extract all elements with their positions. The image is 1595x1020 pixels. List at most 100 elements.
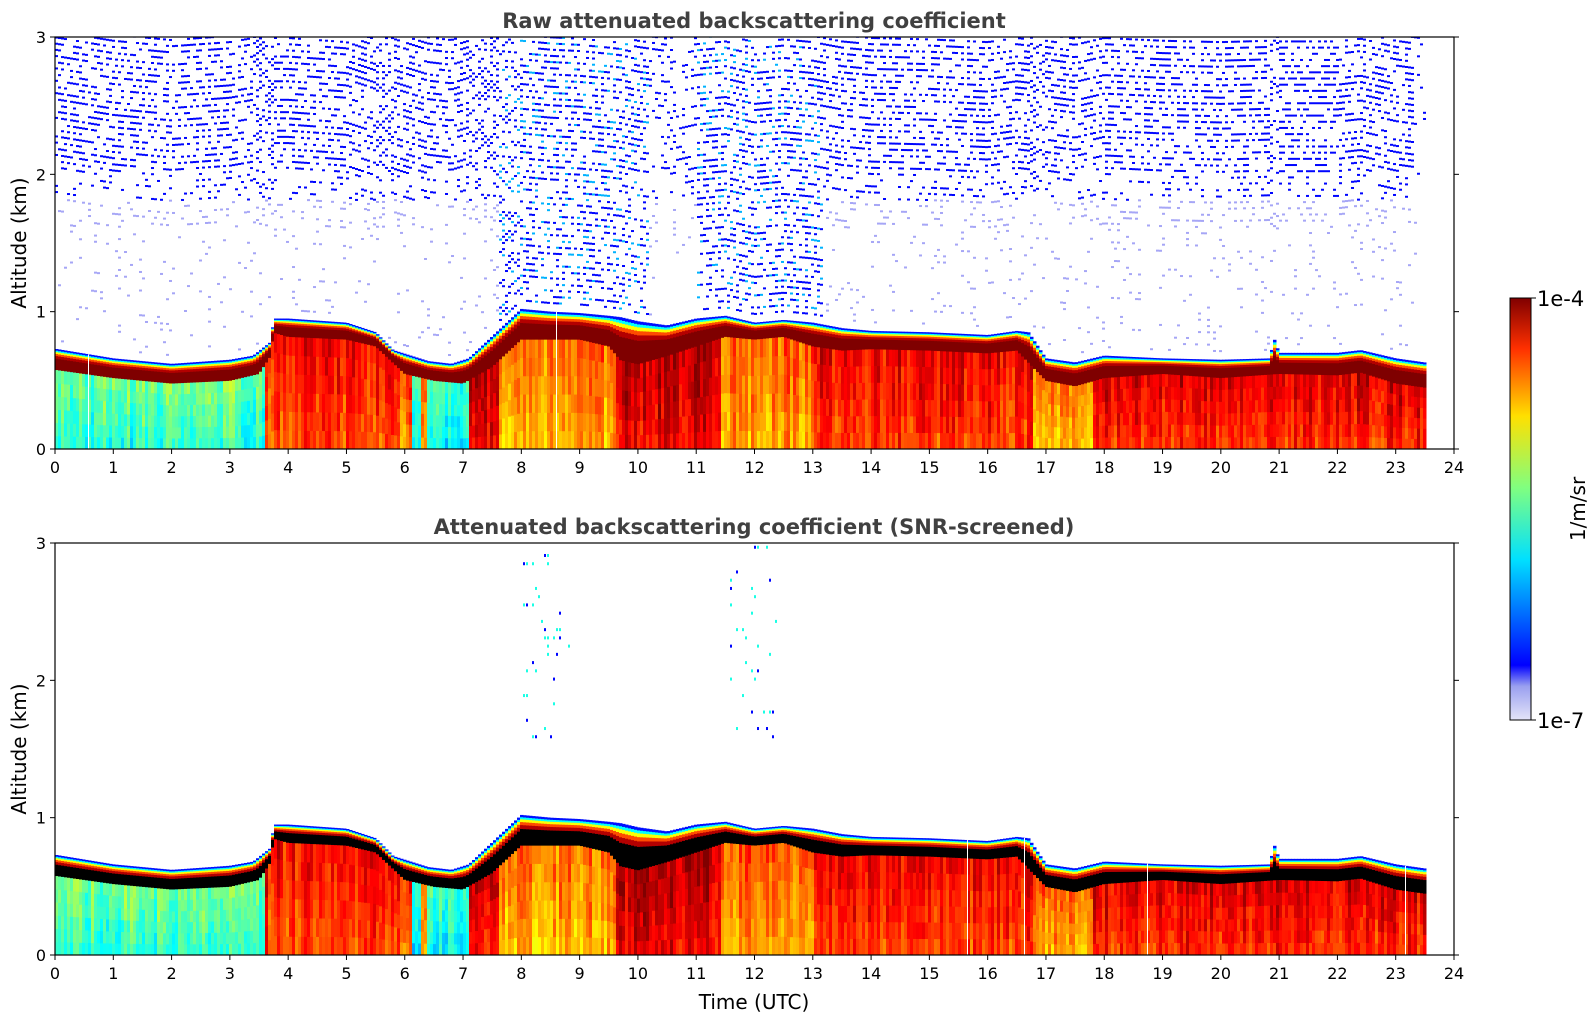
heatmap-cell	[304, 337, 308, 357]
heatmap-cell	[301, 161, 304, 164]
heatmap-cell	[64, 266, 67, 269]
heatmap-cell	[88, 140, 91, 143]
heatmap-cell	[367, 379, 371, 398]
heatmap-cell	[469, 402, 473, 415]
heatmap-cell	[520, 200, 523, 203]
heatmap-cell	[199, 366, 203, 369]
heatmap-cell	[94, 92, 97, 95]
heatmap-cell	[469, 155, 472, 158]
heatmap-cell	[262, 380, 266, 395]
heatmap-cell	[385, 349, 389, 357]
heatmap-cell	[472, 364, 476, 378]
heatmap-cell	[601, 237, 604, 240]
heatmap-cell	[247, 210, 250, 213]
heatmap-cell	[376, 334, 380, 336]
heatmap-cell	[394, 106, 397, 109]
heatmap-cell	[70, 69, 73, 72]
heatmap-cell	[523, 311, 527, 314]
heatmap-cell	[511, 330, 515, 348]
heatmap-cell	[598, 113, 601, 116]
heatmap-cell	[550, 313, 554, 316]
heatmap-cell	[73, 132, 76, 135]
heatmap-cell	[73, 138, 76, 141]
heatmap-cell	[448, 162, 451, 165]
heatmap-cell	[571, 412, 575, 432]
heatmap-cell	[118, 360, 122, 362]
heatmap-cell	[484, 215, 487, 218]
heatmap-cell	[556, 234, 559, 237]
heatmap-cell	[274, 67, 277, 70]
heatmap-cell	[79, 77, 82, 80]
heatmap-cell	[61, 56, 64, 59]
heatmap-cell	[391, 351, 395, 353]
heatmap-cell	[538, 312, 542, 315]
heatmap-cell	[562, 166, 565, 169]
heatmap-cell	[127, 59, 130, 62]
heatmap-cell	[163, 137, 166, 140]
heatmap-cell	[355, 359, 359, 378]
heatmap-cell	[583, 174, 586, 177]
heatmap-cell	[268, 98, 271, 101]
heatmap-cell	[175, 94, 178, 97]
heatmap-cell	[340, 127, 343, 130]
heatmap-cell	[337, 325, 341, 328]
heatmap-cell	[364, 72, 367, 75]
heatmap-cell	[577, 266, 580, 269]
heatmap-cell	[562, 339, 566, 358]
heatmap-cell	[580, 254, 583, 257]
heatmap-cell	[532, 40, 535, 43]
heatmap-cell	[481, 138, 484, 141]
heatmap-cell	[286, 55, 289, 58]
heatmap-cell	[355, 327, 359, 330]
heatmap-cell	[583, 93, 586, 96]
heatmap-cell	[130, 437, 134, 449]
heatmap-cell	[490, 394, 494, 409]
heatmap-cell	[82, 127, 85, 130]
heatmap-cell	[436, 334, 439, 337]
heatmap-cell	[229, 170, 232, 173]
heatmap-cell	[340, 338, 344, 358]
heatmap-cell	[499, 418, 503, 435]
heatmap-cell	[520, 218, 523, 221]
heatmap-cell	[439, 414, 443, 427]
heatmap-cell	[544, 301, 547, 304]
heatmap-cell	[601, 70, 604, 73]
heatmap-cell	[133, 425, 137, 438]
heatmap-cell	[319, 324, 323, 327]
heatmap-cell	[244, 63, 247, 66]
heatmap-cell	[349, 326, 353, 329]
heatmap-cell	[232, 379, 236, 392]
heatmap-cell	[412, 223, 415, 226]
heatmap-cell	[382, 343, 386, 346]
heatmap-cell	[598, 327, 602, 345]
heatmap-cell	[82, 423, 86, 437]
heatmap-cell	[532, 357, 536, 377]
heatmap-cell	[373, 362, 377, 381]
heatmap-cell	[142, 363, 146, 366]
heatmap-cell	[529, 77, 532, 80]
heatmap-cell	[448, 369, 452, 373]
heatmap-cell	[223, 183, 226, 186]
heatmap-cell	[163, 415, 167, 428]
heatmap-cell	[400, 355, 404, 358]
heatmap-cell	[421, 108, 424, 111]
heatmap-cell	[217, 426, 221, 439]
heatmap-cell	[397, 70, 400, 73]
heatmap-cell	[403, 214, 406, 217]
heatmap-cell	[442, 437, 446, 449]
heatmap-cell	[397, 218, 400, 221]
heatmap-cell	[124, 413, 128, 427]
heatmap-cell	[547, 202, 550, 205]
heatmap-cell	[79, 139, 82, 142]
heatmap-cell	[472, 78, 475, 81]
heatmap-cell	[373, 331, 377, 334]
heatmap-cell	[328, 311, 331, 314]
heatmap-cell	[376, 381, 380, 399]
heatmap-cell	[514, 144, 517, 147]
heatmap-cell	[211, 365, 215, 368]
heatmap-cell	[535, 269, 538, 272]
heatmap-cell	[199, 86, 202, 89]
heatmap-cell	[586, 192, 589, 195]
heatmap-cell	[433, 123, 436, 126]
heatmap-cell	[397, 212, 400, 215]
